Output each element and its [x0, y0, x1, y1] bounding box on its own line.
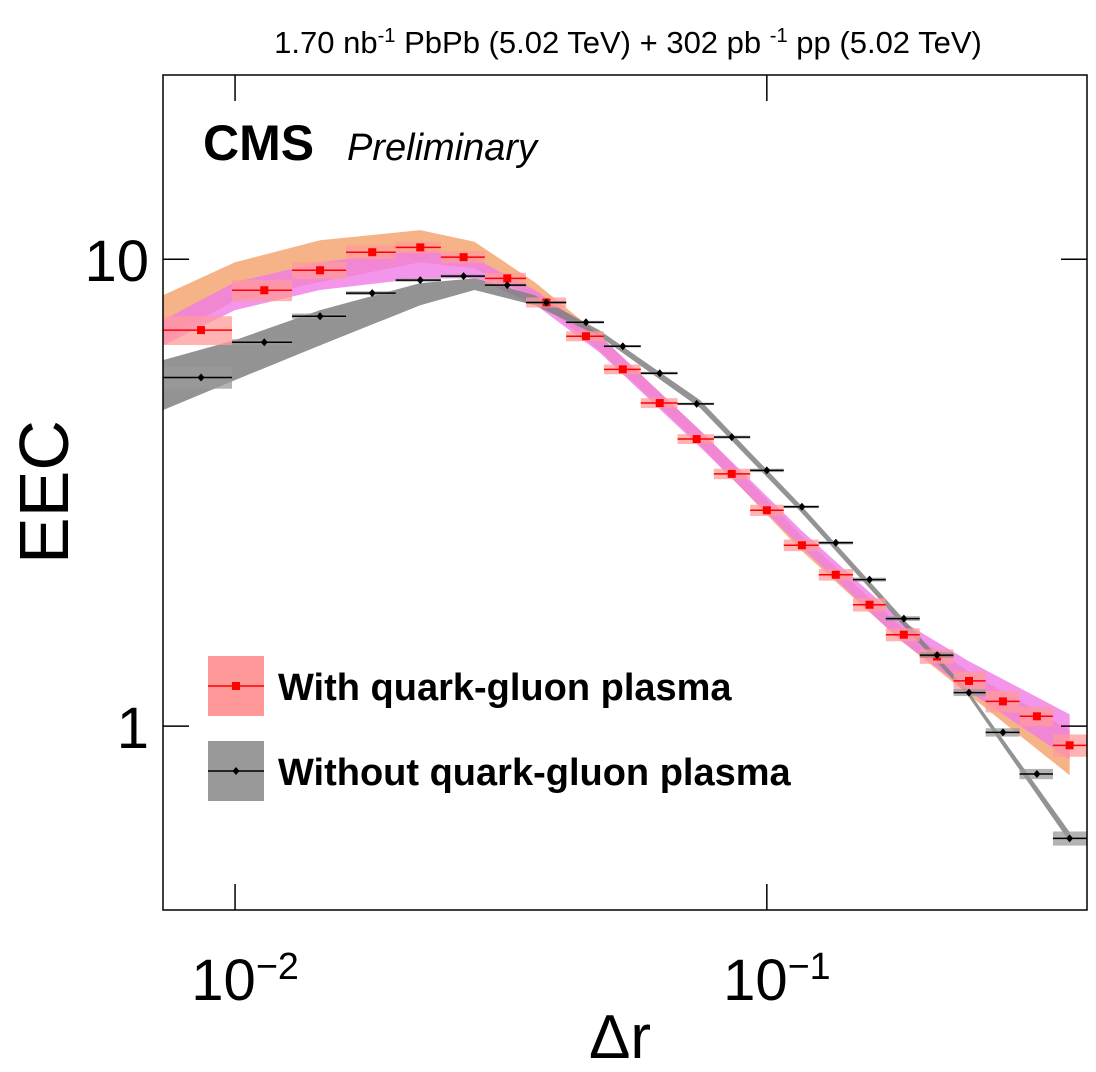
data-point — [1065, 741, 1074, 750]
x-axis-label: Δr — [589, 1003, 651, 1072]
data-point — [542, 298, 550, 307]
x-tick-label: 10−2 — [191, 945, 299, 1013]
data-point — [727, 469, 736, 478]
data-point — [416, 276, 424, 285]
data-point — [1032, 712, 1041, 721]
data-point — [655, 399, 664, 408]
data-point — [503, 281, 511, 290]
data-point — [619, 342, 627, 351]
plot-frame — [162, 74, 1088, 911]
data-point — [762, 506, 771, 515]
data-point — [416, 243, 425, 252]
data-point — [260, 338, 268, 347]
theory-band — [163, 278, 1070, 842]
data-point — [260, 286, 269, 295]
data-point — [692, 435, 701, 444]
data-point — [460, 272, 468, 281]
data-point — [728, 433, 736, 442]
y-tick-label: 1 — [117, 696, 149, 761]
data-point — [459, 253, 468, 262]
experiment-label: CMS — [203, 115, 314, 171]
y-axis-label: EEC — [5, 420, 83, 564]
data-point — [999, 728, 1007, 737]
plot-area — [163, 230, 1087, 846]
data-point — [965, 676, 974, 685]
data-point — [965, 688, 973, 697]
legend-label: Without quark-gluon plasma — [278, 752, 792, 794]
data-point — [832, 538, 840, 547]
data-point — [316, 312, 324, 321]
legend-marker — [232, 682, 240, 690]
data-point — [798, 502, 806, 511]
data-point — [831, 570, 840, 579]
data-point — [763, 466, 771, 475]
data-point — [581, 332, 590, 341]
data-point — [1066, 834, 1074, 843]
data-point — [866, 575, 874, 584]
data-point — [1033, 769, 1041, 778]
data-point — [197, 326, 206, 335]
data-point — [316, 266, 325, 275]
data-point — [693, 399, 701, 408]
data-point — [618, 365, 627, 374]
data-point — [797, 541, 806, 550]
chart-title: 1.70 nb-1 PbPb (5.02 TeV) + 302 pb -1 pp… — [274, 25, 982, 60]
x-tick-label: 10−1 — [723, 945, 831, 1013]
legend-marker — [232, 767, 240, 775]
data-point — [656, 369, 664, 378]
legend-label: With quark-gluon plasma — [278, 667, 732, 709]
data-point — [933, 651, 941, 660]
data-point — [865, 600, 874, 609]
data-point — [368, 248, 377, 257]
data-point — [503, 274, 512, 283]
y-tick-label: 10 — [84, 229, 149, 294]
data-point — [368, 289, 376, 298]
data-point — [197, 373, 205, 382]
status-label: Preliminary — [347, 127, 539, 169]
data-point — [998, 697, 1007, 706]
data-point — [899, 630, 908, 639]
data-point — [582, 318, 590, 327]
data-point — [900, 614, 908, 623]
